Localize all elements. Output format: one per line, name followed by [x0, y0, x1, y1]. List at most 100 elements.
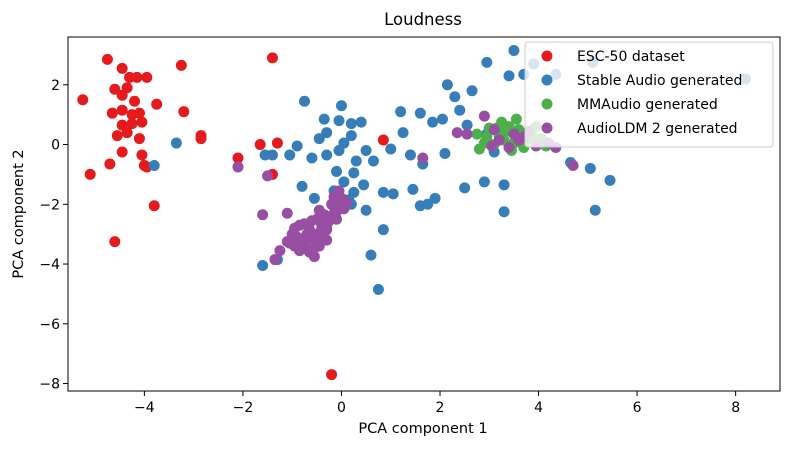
point-series-0-5: [175, 59, 187, 71]
point-series-0-4: [141, 71, 153, 83]
point-series-0-20: [111, 130, 123, 142]
point-series-1-16: [338, 137, 350, 149]
point-series-1-1: [170, 137, 182, 149]
point-series-1-12: [306, 152, 318, 164]
point-series-3-1: [262, 170, 274, 182]
point-series-1-72: [454, 104, 466, 116]
x-tick-label: −4: [134, 400, 155, 416]
y-tick-label: −2: [39, 197, 60, 213]
point-series-0-6: [109, 83, 121, 95]
point-series-1-61: [584, 162, 596, 174]
y-tick-label: 2: [51, 78, 60, 94]
point-series-3-24: [289, 222, 301, 234]
point-series-1-59: [498, 206, 510, 218]
point-series-2-20: [510, 113, 522, 125]
point-series-3-60: [567, 159, 579, 171]
point-series-0-27: [104, 158, 116, 170]
legend-label-esc-50: ESC-50 dataset: [577, 49, 685, 65]
x-tick-label: 2: [436, 400, 445, 416]
point-series-1-68: [407, 183, 419, 195]
point-series-0-38: [377, 134, 389, 146]
point-series-1-39: [414, 107, 426, 119]
point-series-1-67: [414, 200, 426, 212]
point-series-1-69: [397, 127, 409, 139]
point-series-0-24: [195, 133, 207, 145]
point-series-0-12: [106, 107, 118, 119]
x-axis-label: PCA component 1: [358, 421, 487, 437]
point-series-1-10: [321, 149, 333, 161]
point-series-1-62: [589, 204, 601, 216]
point-series-1-42: [466, 85, 478, 97]
point-series-1-71: [404, 149, 416, 161]
point-series-1-6: [335, 100, 347, 112]
point-series-0-39: [326, 369, 338, 381]
point-series-1-26: [308, 192, 320, 204]
point-series-0-17: [126, 118, 138, 130]
legend-entry-mmaudio: MMAudio generated: [541, 97, 718, 113]
point-series-1-29: [387, 188, 399, 200]
point-series-1-35: [372, 283, 384, 295]
point-series-0-15: [133, 107, 145, 119]
point-series-3-37: [313, 204, 325, 216]
point-series-1-36: [257, 260, 269, 272]
point-series-3-32: [308, 251, 320, 263]
point-series-3-54: [503, 142, 515, 154]
point-series-1-22: [296, 180, 308, 192]
point-series-1-14: [284, 149, 296, 161]
point-series-0-0: [101, 53, 113, 65]
point-series-1-40: [441, 79, 453, 91]
point-series-0-18: [136, 116, 148, 128]
point-series-1-33: [377, 224, 389, 236]
point-series-3-61: [486, 140, 498, 152]
point-series-1-30: [360, 204, 372, 216]
point-series-3-26: [306, 230, 318, 242]
point-series-0-3: [131, 71, 143, 83]
point-series-2-22: [473, 143, 485, 155]
point-series-3-44: [308, 242, 320, 254]
point-series-0-34: [254, 139, 266, 151]
legend-entry-esc-50: ESC-50 dataset: [541, 49, 685, 65]
point-series-3-49: [451, 127, 463, 139]
point-series-3-36: [269, 254, 281, 266]
point-series-3-2: [257, 209, 269, 221]
x-tick-label: 0: [337, 400, 346, 416]
point-series-0-30: [84, 168, 96, 180]
legend-marker-mmaudio: [541, 98, 553, 110]
axis-ticks: −4 −2 0 2 4 6 8 −8 −6 −4 −2 0 2: [39, 78, 740, 416]
point-series-0-37: [271, 137, 283, 149]
point-series-3-29: [321, 234, 333, 246]
point-series-1-41: [449, 91, 461, 103]
point-series-1-5: [321, 127, 333, 139]
legend-entry-audioldm2: AudioLDM 2 generated: [541, 121, 738, 137]
x-tick-label: 8: [731, 400, 740, 416]
point-series-1-19: [331, 165, 343, 177]
point-series-0-16: [178, 106, 190, 118]
point-series-3-35: [274, 245, 286, 257]
point-series-0-32: [109, 236, 121, 248]
point-series-3-52: [488, 124, 500, 136]
point-series-1-76: [318, 113, 330, 125]
point-series-0-8: [116, 89, 128, 101]
legend-box: [524, 41, 774, 148]
y-tick-label: −8: [39, 377, 60, 393]
point-series-0-33: [266, 52, 278, 64]
point-series-0-1: [116, 62, 128, 74]
x-tick-label: 6: [633, 400, 642, 416]
point-series-1-13: [291, 140, 303, 152]
point-series-1-70: [385, 143, 397, 155]
point-series-1-43: [481, 56, 493, 68]
point-series-0-22: [121, 127, 133, 139]
point-series-1-75: [345, 130, 357, 142]
point-series-1-74: [333, 115, 345, 127]
point-series-3-3: [281, 207, 293, 219]
point-series-1-28: [377, 186, 389, 198]
point-series-3-46: [296, 234, 308, 246]
legend-label-stable-audio: Stable Audio generated: [577, 73, 742, 89]
point-series-1-52: [436, 113, 448, 125]
point-series-1-46: [508, 44, 520, 56]
point-series-1-23: [358, 179, 370, 191]
point-series-1-58: [498, 179, 510, 191]
legend-marker-audioldm2: [541, 122, 553, 134]
legend: ESC-50 dataset Stable Audio generated MM…: [524, 41, 774, 148]
